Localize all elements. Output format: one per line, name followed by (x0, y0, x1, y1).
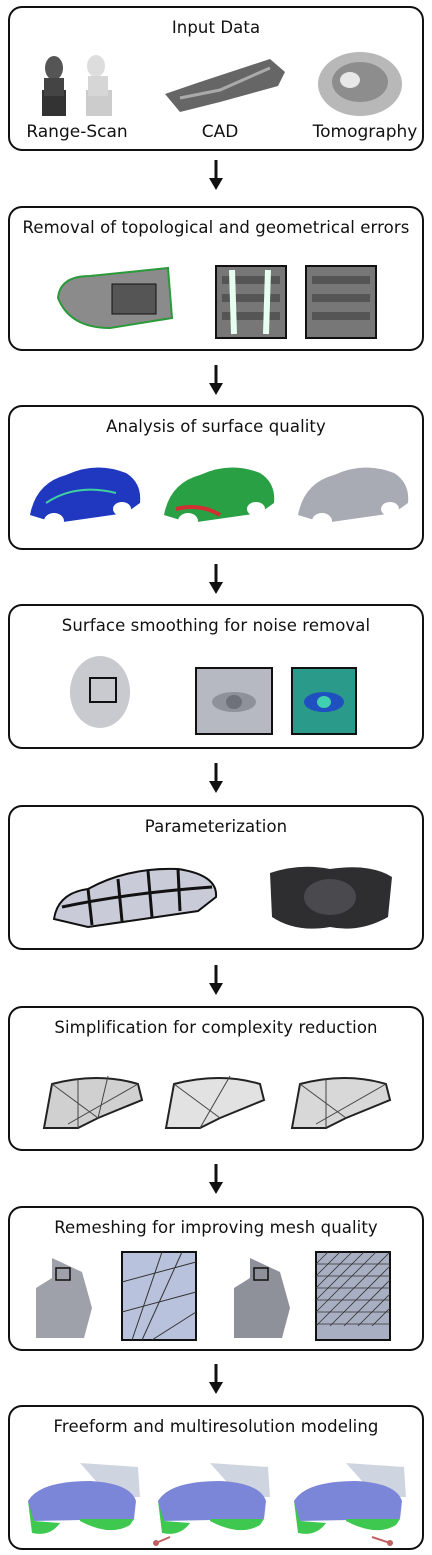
down-arrow-icon (209, 965, 223, 995)
down-arrow-icon (209, 1364, 223, 1394)
stage-title: Surface smoothing for noise removal (61, 616, 371, 635)
stage-title: Simplification for complexity reduction (54, 1018, 378, 1037)
down-arrow-icon (209, 763, 223, 793)
down-arrow-icon (209, 1164, 223, 1194)
car-curvature-green-image (164, 467, 275, 529)
stage-freeform-modeling: Freeform and multiresolution modeling (8, 1405, 424, 1550)
cad-part-image (165, 59, 285, 112)
eye-zoom-noise-image (291, 667, 357, 735)
part-original-mesh-image (36, 1258, 92, 1338)
down-arrow-icon (209, 564, 223, 594)
car-front-edit-one-image (153, 1463, 270, 1546)
mesh-coarse-image (164, 1075, 266, 1129)
range-scan-statue-image (42, 55, 112, 116)
mesh-dense-image (42, 1075, 144, 1129)
car-curvature-blue-image (30, 467, 141, 529)
stage-simplification: Simplification for complexity reduction (8, 1006, 424, 1151)
stage-surface-quality: Analysis of surface quality (8, 405, 424, 550)
stage-remeshing: Remeshing for improving mesh quality (8, 1206, 424, 1351)
stage-title: Removal of topological and geometrical e… (22, 218, 410, 237)
mesh-zoom-original-image (121, 1251, 197, 1341)
stage-parameterization: Parameterization (8, 805, 424, 950)
fender-part-image (56, 266, 174, 330)
range-scan-label: Range-Scan (26, 122, 128, 142)
down-arrow-icon (209, 160, 223, 190)
stage-surface-smoothing: Surface smoothing for noise removal (8, 604, 424, 749)
mesh-adaptive-image (290, 1077, 392, 1129)
tomography-label: Tomography (312, 122, 418, 142)
part-remeshed-image (234, 1258, 290, 1338)
car-front-original-image (28, 1463, 140, 1534)
error-zoom-before-image (215, 265, 287, 339)
stage-title: Parameterization (144, 817, 288, 836)
car-flattened-image (270, 866, 392, 929)
car-reflection-gray-image (298, 467, 409, 529)
car-parameter-grid-image (52, 867, 218, 929)
stage-title: Freeform and multiresolution modeling (53, 1417, 379, 1436)
tomography-head-image (318, 52, 402, 116)
eye-zoom-smooth-image (195, 667, 273, 735)
statue-head-image (70, 656, 130, 728)
stage-title: Analysis of surface quality (106, 417, 326, 436)
mesh-zoom-remeshed-image (315, 1251, 391, 1341)
stage-title: Remeshing for improving mesh quality (54, 1218, 378, 1237)
down-arrow-icon (209, 365, 223, 395)
stage-input-data: Input Data Range-Scan CAD Tomography (8, 6, 424, 151)
stage-error-removal: Removal of topological and geometrical e… (8, 206, 424, 351)
stage-title: Input Data (171, 18, 261, 37)
error-zoom-after-image (305, 265, 377, 339)
cad-label: CAD (201, 122, 239, 142)
car-front-edit-two-image (294, 1463, 406, 1546)
